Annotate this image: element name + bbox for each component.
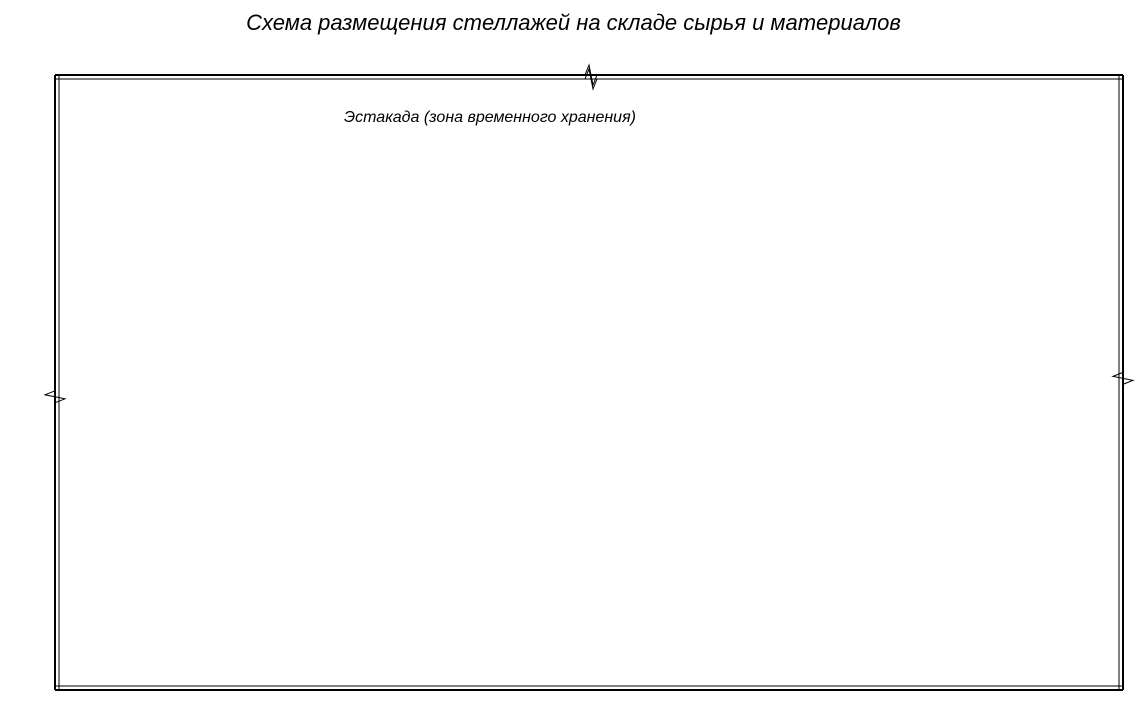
svg-text:Схема размещения стеллажей на: Схема размещения стеллажей на складе сыр… — [246, 10, 901, 35]
svg-text:Эстакада (зона временного хран: Эстакада (зона временного хранения) — [344, 109, 636, 126]
